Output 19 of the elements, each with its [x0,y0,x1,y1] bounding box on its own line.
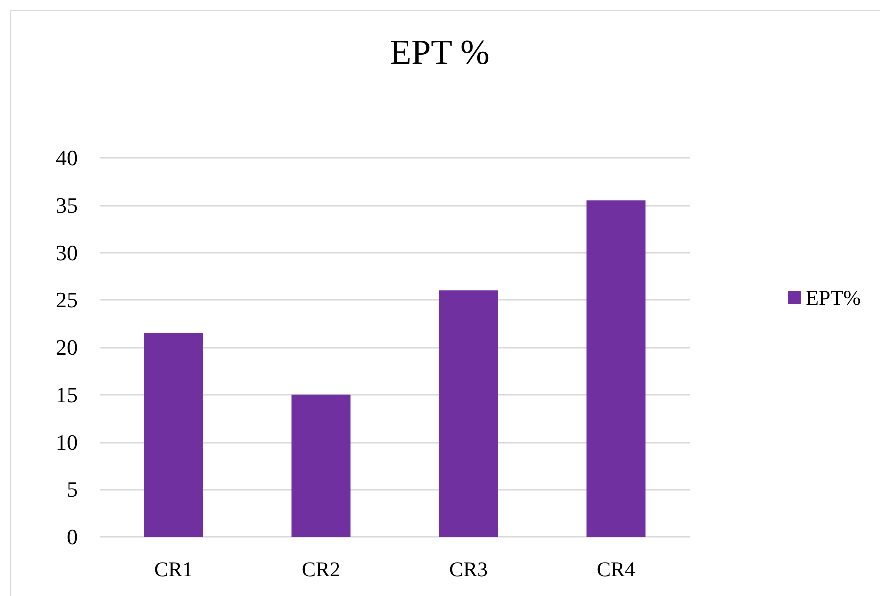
bar [144,333,204,537]
y-tick-label: 30 [56,240,78,266]
y-tick-label: 25 [56,288,78,313]
bar [439,290,498,537]
chart-title: EPT % [390,33,490,72]
x-tick-label: CR4 [596,558,636,582]
bar [292,394,351,537]
bar [586,200,646,537]
y-tick-label: 40 [56,146,78,170]
x-tick-label: CR1 [154,558,194,582]
y-tick-label: 0 [67,524,78,550]
x-tick-label: CR3 [449,558,488,582]
y-tick-label: 20 [56,335,78,360]
y-tick-label: 5 [67,477,78,502]
y-tick-label: 15 [56,382,78,408]
y-tick-label: 10 [56,430,78,455]
y-tick-label: 35 [56,192,78,218]
x-tick-label: CR2 [302,558,341,582]
legend-label: EPT% [806,286,861,310]
